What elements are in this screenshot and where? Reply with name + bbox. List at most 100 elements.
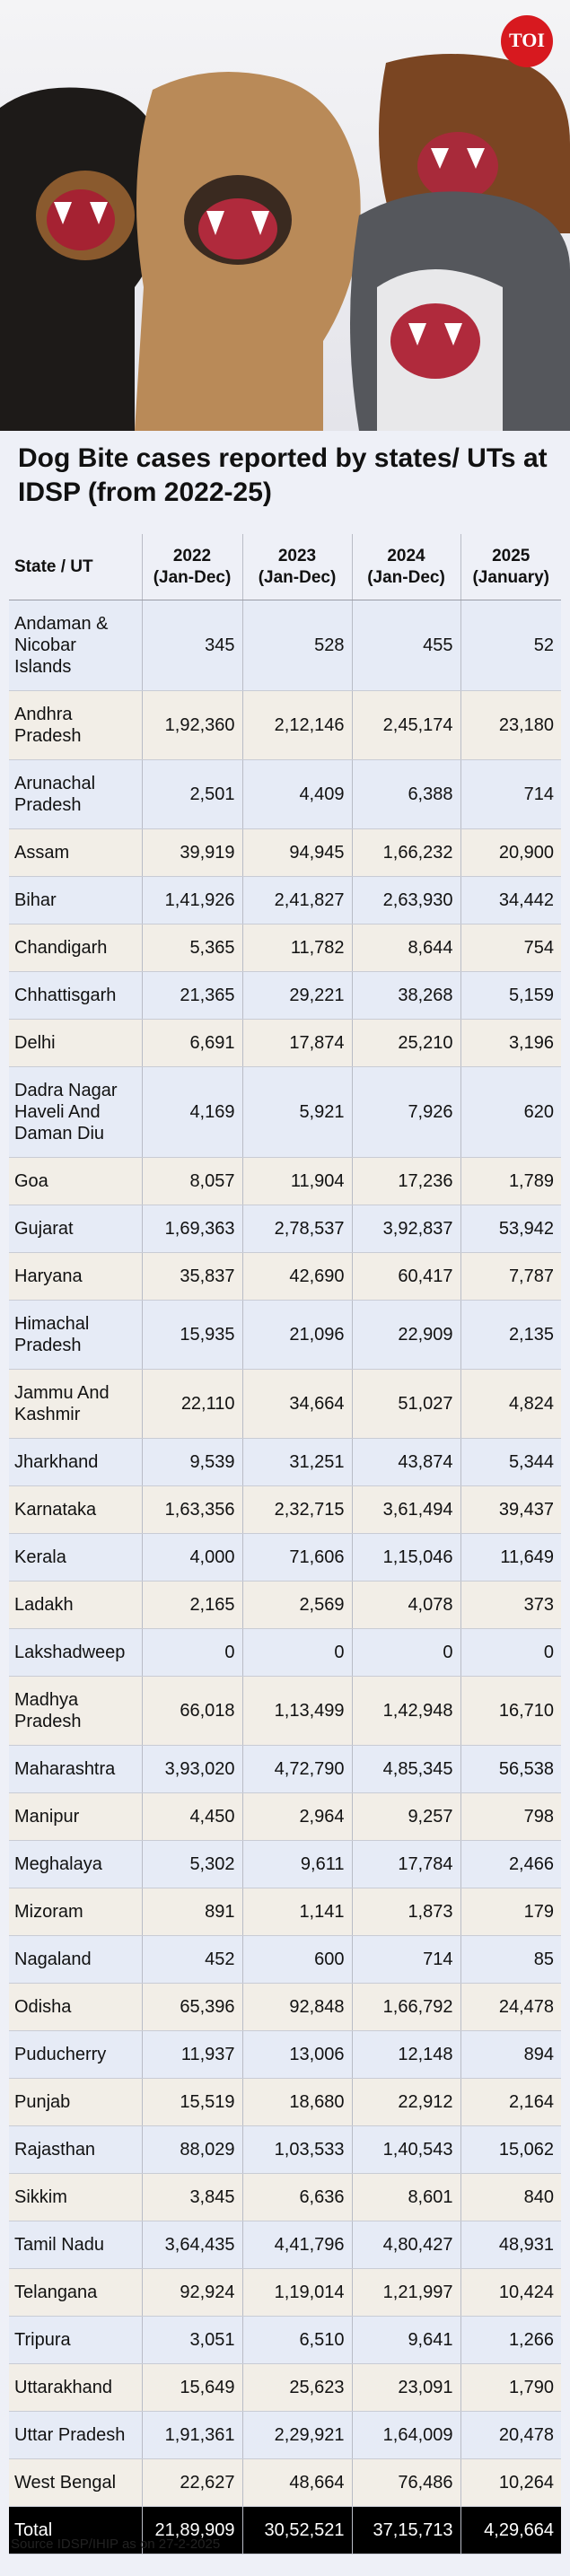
table-row: Ladakh 2,165 2,569 4,078 373 [9,1581,561,1629]
value-cell: 798 [460,1792,561,1841]
value-cell: 4,72,790 [241,1745,352,1793]
table-row: Meghalaya 5,302 9,611 17,784 2,466 [9,1840,561,1888]
state-cell: Haryana [9,1252,142,1301]
table-body: Andaman & Nicobar Islands 345 528 455 52 Andh… [9,600,561,2554]
state-cell: Delhi [9,1019,142,1067]
header-line: 2022 [172,546,212,565]
value-cell: 3,845 [141,2173,242,2221]
value-cell: 1,790 [460,2363,561,2412]
value-cell: 5,159 [460,971,561,1020]
value-cell: 76,486 [351,2458,460,2507]
value-cell: 714 [351,1935,460,1984]
value-cell: 4,078 [351,1581,460,1629]
value-cell: 10,264 [460,2458,561,2507]
value-cell: 1,63,356 [141,1485,242,1534]
value-cell: 455 [351,600,460,691]
value-cell: 34,442 [460,876,561,924]
state-cell: Punjab [9,2078,142,2126]
value-cell: 25,210 [351,1019,460,1067]
value-cell: 23,091 [351,2363,460,2412]
column-header: 2022 (Jan-Dec) [141,534,242,600]
value-cell: 1,21,997 [351,2268,460,2317]
value-cell: 1,66,232 [351,828,460,877]
table-row: Tripura 3,051 6,510 9,641 1,266 [9,2316,561,2364]
value-cell: 1,64,009 [351,2411,460,2459]
value-cell: 15,935 [141,1300,242,1370]
state-cell: Jammu And Kashmir [9,1369,142,1439]
value-cell: 8,644 [351,924,460,972]
state-cell: Mizoram [9,1888,142,1936]
table-row: Odisha 65,396 92,848 1,66,792 24,478 [9,1983,561,2031]
total-value: 21,89,909 [141,2506,242,2554]
column-header: 2025 (January) [460,534,561,600]
value-cell: 528 [241,600,352,691]
state-cell: Manipur [9,1792,142,1841]
value-cell: 16,710 [460,1676,561,1746]
value-cell: 2,32,715 [241,1485,352,1534]
value-cell: 3,93,020 [141,1745,242,1793]
value-cell: 2,63,930 [351,876,460,924]
header-line: 2025 [492,546,531,565]
header-line: (Jan-Dec) [258,567,337,587]
value-cell: 345 [141,600,242,691]
value-cell: 4,409 [241,759,352,829]
state-cell: Telangana [9,2268,142,2317]
value-cell: 92,848 [241,1983,352,2031]
value-cell: 13,006 [241,2030,352,2079]
state-cell: Nagaland [9,1935,142,1984]
value-cell: 0 [460,1628,561,1677]
value-cell: 600 [241,1935,352,1984]
value-cell: 620 [460,1066,561,1158]
header-line: 2023 [277,546,317,565]
value-cell: 179 [460,1888,561,1936]
value-cell: 85 [460,1935,561,1984]
table-row: Uttarakhand 15,649 25,623 23,091 1,790 [9,2363,561,2412]
value-cell: 714 [460,759,561,829]
value-cell: 7,787 [460,1252,561,1301]
value-cell: 2,964 [241,1792,352,1841]
column-header: 2023 (Jan-Dec) [241,534,352,600]
value-cell: 1,42,948 [351,1676,460,1746]
table-row: Lakshadweep 0 0 0 0 [9,1628,561,1677]
state-cell: Tamil Nadu [9,2221,142,2269]
value-cell: 65,396 [141,1983,242,2031]
value-cell: 23,180 [460,690,561,760]
table-row: Madhya Pradesh 66,018 1,13,499 1,42,948 16,7… [9,1676,561,1746]
value-cell: 5,344 [460,1438,561,1486]
value-cell: 2,29,921 [241,2411,352,2459]
value-cell: 48,664 [241,2458,352,2507]
header-line: (Jan-Dec) [153,567,232,587]
value-cell: 22,909 [351,1300,460,1370]
table-row: Goa 8,057 11,904 17,236 1,789 [9,1157,561,1205]
total-row: Total 21,89,909 30,52,521 37,15,713 4,29,664 [9,2506,561,2554]
value-cell: 1,40,543 [351,2125,460,2174]
value-cell: 22,627 [141,2458,242,2507]
value-cell: 11,782 [241,924,352,972]
state-cell: Maharashtra [9,1745,142,1793]
value-cell: 2,135 [460,1300,561,1370]
value-cell: 94,945 [241,828,352,877]
value-cell: 18,680 [241,2078,352,2126]
data-table: State / UT 2022 (Jan-Dec) 2023 (Jan-Dec) 2024… [9,534,561,2554]
value-cell: 9,257 [351,1792,460,1841]
value-cell: 4,41,796 [241,2221,352,2269]
value-cell: 1,141 [241,1888,352,1936]
table-row: Gujarat 1,69,363 2,78,537 3,92,837 53,942 [9,1205,561,1253]
value-cell: 6,691 [141,1019,242,1067]
state-cell: Puducherry [9,2030,142,2079]
table-row: Puducherry 11,937 13,006 12,148 894 [9,2030,561,2079]
value-cell: 15,649 [141,2363,242,2412]
value-cell: 0 [141,1628,242,1677]
header-line: (Jan-Dec) [367,567,445,587]
table-row: Dadra Nagar Haveli And Daman Diu 4,169 5,9… [9,1066,561,1158]
table-row: Tamil Nadu 3,64,435 4,41,796 4,80,427 48,931 [9,2221,561,2269]
value-cell: 39,919 [141,828,242,877]
value-cell: 12,148 [351,2030,460,2079]
logo: TOI [509,29,545,51]
value-cell: 1,03,533 [241,2125,352,2174]
value-cell: 48,931 [460,2221,561,2269]
value-cell: 38,268 [351,971,460,1020]
value-cell: 1,66,792 [351,1983,460,2031]
state-cell: Dadra Nagar Haveli And Daman Diu [9,1066,142,1158]
